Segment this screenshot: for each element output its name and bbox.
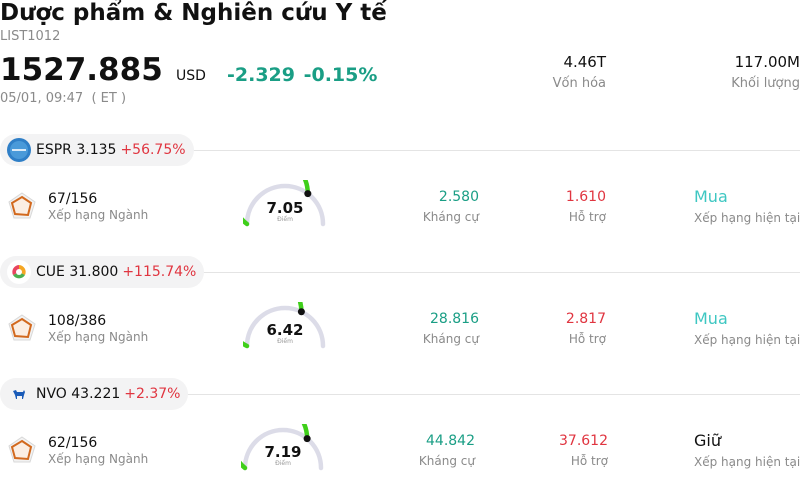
list-code: LIST1012 — [0, 29, 61, 44]
index-price: 1527.885 — [0, 52, 163, 88]
pentagon-radar-icon — [8, 192, 36, 219]
resistance-level: 28.816 Kháng cự — [423, 311, 479, 346]
support-level: 2.817 Hỗ trợ — [566, 311, 606, 346]
score-value: 7.05 — [266, 199, 304, 217]
rating-label: Xếp hạng hiện tại — [694, 333, 800, 347]
gauge-marker — [304, 190, 312, 198]
support-level: 37.612 Hỗ trợ — [559, 433, 608, 468]
ticker-change-percent: +2.37% — [124, 386, 181, 402]
resistance-level: 2.580 Kháng cự — [423, 189, 479, 224]
industry-rank-value: 108/386 — [48, 313, 107, 329]
score-gauge: 6.42 Điểm — [223, 271, 333, 352]
ticker-symbol-price: NVO 43.221 — [36, 386, 121, 402]
support-value: 1.610 — [565, 189, 606, 205]
rating-value: Mua — [694, 187, 728, 206]
industry-rank-label: Xếp hạng Ngành — [48, 452, 149, 466]
timestamp: 05/01, 09:47 ( ET ) — [0, 91, 127, 106]
market-cap-label: Vốn hóa — [552, 76, 606, 91]
rating-label: Xếp hạng hiện tại — [694, 455, 800, 469]
score-label: Điểm — [277, 216, 293, 223]
change-value: -2.329 — [227, 64, 295, 86]
industry-rank-value: 62/156 — [48, 435, 98, 451]
score-gauge: 7.19 Điểm — [228, 398, 331, 474]
currency-label: USD — [176, 68, 206, 84]
industry-rank-value: 67/156 — [48, 191, 98, 207]
score-value: 7.19 — [264, 443, 302, 461]
row-divider — [190, 150, 800, 151]
resistance-label: Kháng cự — [422, 332, 479, 346]
support-label: Hỗ trợ — [568, 332, 606, 346]
support-label: Hỗ trợ — [568, 210, 606, 224]
industry-rank-label: Xếp hạng Ngành — [48, 208, 149, 222]
support-level: 1.610 Hỗ trợ — [566, 189, 606, 224]
novo-bull-logo-icon — [7, 382, 31, 406]
row-divider — [202, 272, 800, 273]
gauge-marker — [297, 308, 305, 316]
stock-ticker-pill[interactable]: CUE 31.800 +115.74% — [0, 256, 205, 288]
ticker-symbol-price: CUE 31.800 — [36, 264, 119, 280]
market-cap-stat: 4.46T Vốn hóa — [553, 53, 606, 91]
pentagon-radar-icon — [8, 436, 36, 463]
change-percent: -0.15% — [303, 64, 378, 86]
volume-value: 117.00M — [734, 53, 800, 71]
industry-rank-label: Xếp hạng Ngành — [48, 330, 149, 344]
stock-ticker-pill[interactable]: NVO 43.221 +2.37% — [0, 378, 189, 410]
resistance-level: 44.842 Kháng cự — [419, 433, 475, 468]
resistance-value: 28.816 — [430, 311, 479, 327]
ticker-symbol-price: ESPR 3.135 — [36, 142, 117, 158]
score-label: Điểm — [277, 338, 293, 345]
support-value: 37.612 — [559, 433, 608, 449]
rating-label: Xếp hạng hiện tại — [694, 211, 800, 225]
current-rating: Mua Xếp hạng hiện tại — [694, 309, 800, 347]
gauge-marker — [303, 435, 311, 443]
resistance-label: Kháng cự — [418, 454, 475, 468]
resistance-value: 44.842 — [426, 433, 475, 449]
cue-logo-icon — [7, 260, 31, 284]
score-value: 6.42 — [266, 321, 304, 339]
volume-label: Khối lượng — [731, 76, 800, 91]
stock-ticker-pill[interactable]: ESPR 3.135 +56.75% — [0, 134, 194, 166]
current-rating: Mua Xếp hạng hiện tại — [694, 187, 800, 225]
rating-value: Giữ — [694, 431, 721, 450]
row-divider — [186, 394, 800, 395]
ticker-change-percent: +115.74% — [122, 264, 197, 280]
score-label: Điểm — [275, 460, 291, 467]
market-cap-value: 4.46T — [563, 53, 606, 71]
support-label: Hỗ trợ — [570, 454, 608, 468]
resistance-value: 2.580 — [438, 189, 479, 205]
ticker-change-percent: +56.75% — [120, 142, 186, 158]
page-title: Dược phẩm & Nghiên cứu Y tế — [0, 0, 387, 26]
pentagon-radar-icon — [8, 314, 36, 341]
volume-stat: 117.00M Khối lượng — [731, 53, 800, 91]
current-rating: Giữ Xếp hạng hiện tại — [694, 431, 800, 469]
rating-value: Mua — [694, 309, 728, 328]
price-change: -2.329 -0.15% — [227, 64, 377, 86]
support-value: 2.817 — [565, 311, 606, 327]
resistance-label: Kháng cự — [422, 210, 479, 224]
esperion-logo-icon — [7, 138, 31, 162]
score-gauge: 7.05 Điểm — [229, 153, 333, 230]
